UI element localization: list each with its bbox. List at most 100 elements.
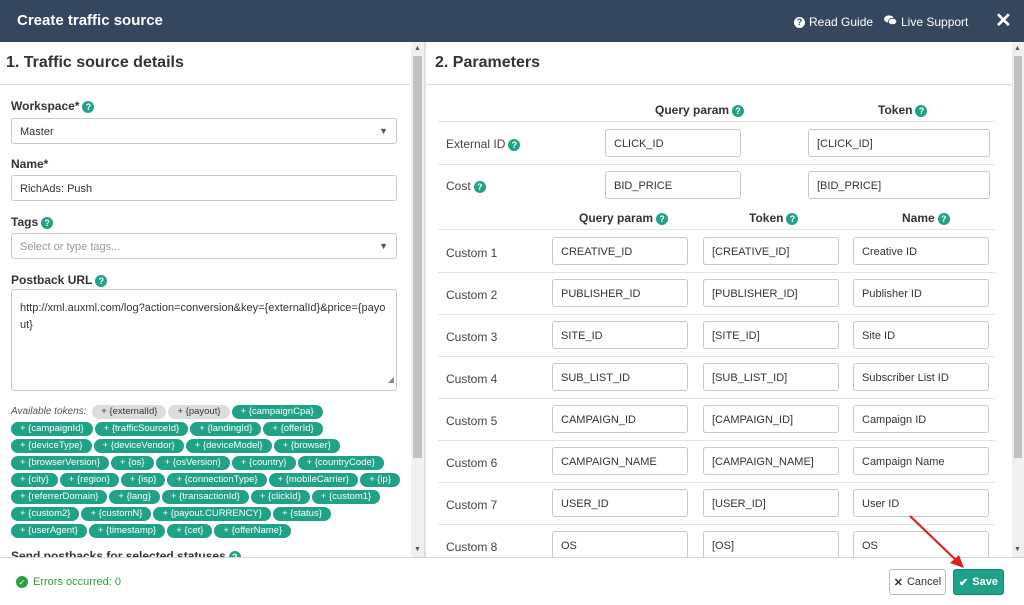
help-icon[interactable]: ?	[95, 274, 108, 287]
resize-handle-icon[interactable]: ◢	[387, 375, 394, 384]
token-chip[interactable]: + {region}	[59, 473, 119, 487]
question-icon: ?	[794, 16, 805, 28]
custom-query-input[interactable]: OS	[552, 531, 688, 557]
custom-query-input[interactable]: SUB_LIST_ID	[552, 363, 688, 391]
token-chip[interactable]: + {campaignId}	[11, 422, 93, 436]
scrollbar-thumb[interactable]	[1014, 56, 1022, 458]
input-value: [CLICK_ID]	[817, 138, 873, 150]
close-icon[interactable]: ✕	[995, 10, 1012, 32]
scroll-up-icon[interactable]: ▲	[1014, 45, 1021, 52]
token-chip[interactable]: + {custom1}	[311, 490, 381, 504]
custom-token-input[interactable]: [CAMPAIGN_NAME]	[703, 447, 839, 475]
scroll-up-icon[interactable]: ▲	[414, 45, 421, 52]
token-chip[interactable]: + {cet}	[167, 524, 213, 538]
custom-name-input[interactable]: Creative ID	[853, 237, 989, 265]
token-chip[interactable]: + {browserVersion}	[11, 456, 110, 470]
token-chip[interactable]: + {trafficSourceId}	[94, 422, 189, 436]
token-chip[interactable]: + {mobileCarrier}	[268, 473, 359, 487]
custom-name-input[interactable]: Campaign Name	[853, 447, 989, 475]
scroll-down-icon[interactable]: ▼	[1014, 546, 1021, 553]
token-chip[interactable]: + {offerId}	[263, 422, 323, 436]
help-icon[interactable]: ?	[82, 100, 95, 113]
live-support-link[interactable]: Live Support	[884, 15, 968, 29]
row-divider	[438, 524, 996, 525]
workspace-select[interactable]: Master ▼	[11, 118, 397, 144]
send-postbacks-label-row: Send postbacks for selected statuses?	[11, 549, 241, 557]
custom-query-input[interactable]: CREATIVE_ID	[552, 237, 688, 265]
token-chip[interactable]: + {city}	[11, 473, 58, 487]
right-scrollbar[interactable]: ▲ ▼	[1012, 42, 1024, 557]
token-chip[interactable]: + {country}	[231, 456, 296, 470]
help-icon[interactable]: ?	[915, 104, 928, 117]
token-chip[interactable]: + {campaignCpa}	[231, 405, 323, 419]
token-chip[interactable]: + {offerName}	[214, 524, 292, 538]
help-icon[interactable]: ?	[508, 138, 521, 151]
custom-name-input[interactable]: User ID	[853, 489, 989, 517]
external-id-query-input[interactable]: CLICK_ID	[605, 129, 741, 157]
help-icon[interactable]: ?	[937, 212, 950, 225]
tags-select[interactable]: Select or type tags... ▼	[11, 233, 397, 259]
token-chip[interactable]: + {isp}	[120, 473, 166, 487]
help-icon[interactable]: ?	[786, 212, 799, 225]
read-guide-link[interactable]: ? Read Guide	[794, 15, 873, 29]
custom-token-input[interactable]: [SUB_LIST_ID]	[703, 363, 839, 391]
row-divider	[438, 164, 996, 165]
custom-name-input[interactable]: Site ID	[853, 321, 989, 349]
custom-name-input[interactable]: OS	[853, 531, 989, 557]
token-chip[interactable]: + {userAgent}	[11, 524, 87, 538]
custom-name-input[interactable]: Campaign ID	[853, 405, 989, 433]
custom-token-input[interactable]: [CAMPAIGN_ID]	[703, 405, 839, 433]
external-id-token-input[interactable]: [CLICK_ID]	[808, 129, 990, 157]
custom-token-input[interactable]: [OS]	[703, 531, 839, 557]
token-chip[interactable]: + {externalId}	[92, 405, 167, 419]
postback-label: Postback URL	[11, 273, 93, 287]
help-icon[interactable]: ?	[41, 216, 54, 229]
name-input[interactable]: RichAds: Push	[11, 175, 397, 201]
token-chip[interactable]: + {lang}	[109, 490, 160, 504]
custom-token-input[interactable]: [USER_ID]	[703, 489, 839, 517]
token-chip[interactable]: + {referrerDomain}	[11, 490, 108, 504]
custom-query-input[interactable]: PUBLISHER_ID	[552, 279, 688, 307]
token-chip[interactable]: + {browser}	[273, 439, 340, 453]
top-query-header: Query param?	[655, 103, 745, 117]
scroll-down-icon[interactable]: ▼	[414, 546, 421, 553]
token-chip[interactable]: + {ip}	[360, 473, 401, 487]
token-chip[interactable]: + {timestamp}	[88, 524, 166, 538]
cost-token-input[interactable]: [BID_PRICE]	[808, 171, 990, 199]
token-chip[interactable]: + {transactionId}	[161, 490, 249, 504]
postback-url-textarea[interactable]: http://xml.auxml.com/log?action=conversi…	[11, 289, 397, 391]
token-chip[interactable]: + {deviceType}	[11, 439, 92, 453]
token-chip[interactable]: + {os}	[111, 456, 154, 470]
custom-token-input[interactable]: [PUBLISHER_ID]	[703, 279, 839, 307]
cost-query-input[interactable]: BID_PRICE	[605, 171, 741, 199]
token-chip[interactable]: + {customN}	[81, 507, 152, 521]
token-chip[interactable]: + {deviceModel}	[185, 439, 272, 453]
help-icon[interactable]: ?	[732, 104, 745, 117]
help-icon[interactable]: ?	[228, 550, 241, 557]
token-chip[interactable]: + {landingId}	[190, 422, 262, 436]
token-chip[interactable]: + {countryCode}	[297, 456, 384, 470]
custom-query-input[interactable]: CAMPAIGN_NAME	[552, 447, 688, 475]
custom-query-input[interactable]: SITE_ID	[552, 321, 688, 349]
token-chip[interactable]: + {payout.CURRENCY}	[153, 507, 271, 521]
token-chip[interactable]: + {payout}	[168, 405, 230, 419]
scrollbar-thumb[interactable]	[413, 56, 422, 458]
help-icon[interactable]: ?	[656, 212, 669, 225]
token-chip[interactable]: + {status}	[273, 507, 331, 521]
cancel-button[interactable]: ✕ Cancel	[889, 569, 946, 595]
custom-query-input[interactable]: USER_ID	[552, 489, 688, 517]
token-chip[interactable]: + {connectionType}	[167, 473, 267, 487]
save-button[interactable]: ✔ Save	[953, 569, 1004, 595]
section-divider	[0, 84, 410, 85]
custom-name-input[interactable]: Subscriber List ID	[853, 363, 989, 391]
token-chip[interactable]: + {custom2}	[11, 507, 80, 521]
custom-token-input[interactable]: [CREATIVE_ID]	[703, 237, 839, 265]
token-chip[interactable]: + {deviceVendor}	[93, 439, 184, 453]
token-chip[interactable]: + {osVersion}	[155, 456, 230, 470]
custom-name-input[interactable]: Publisher ID	[853, 279, 989, 307]
token-chip[interactable]: + {clickId}	[250, 490, 310, 504]
left-scrollbar[interactable]: ▲ ▼	[411, 42, 424, 557]
help-icon[interactable]: ?	[473, 180, 486, 193]
custom-token-input[interactable]: [SITE_ID]	[703, 321, 839, 349]
custom-query-input[interactable]: CAMPAIGN_ID	[552, 405, 688, 433]
